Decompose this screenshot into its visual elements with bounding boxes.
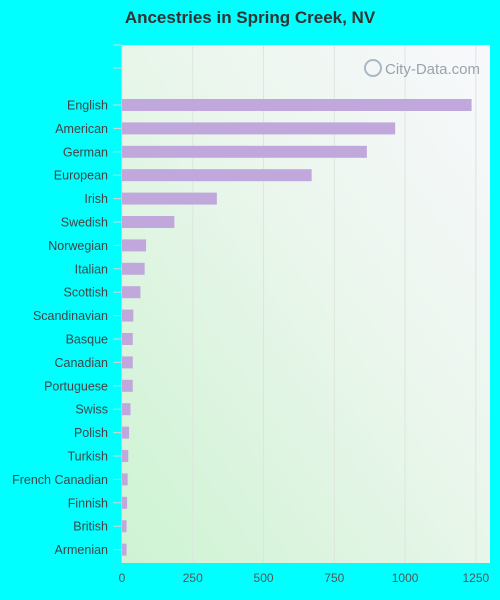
- bar: [122, 473, 128, 486]
- category-label: Portuguese: [44, 379, 108, 393]
- watermark: City-Data.com: [364, 59, 480, 78]
- category-label: Basque: [66, 333, 108, 347]
- bar: [122, 426, 130, 439]
- category-label: American: [55, 122, 108, 136]
- category-label: British: [73, 520, 108, 534]
- category-label: Turkish: [67, 450, 108, 464]
- chart-title: Ancestries in Spring Creek, NV: [124, 8, 376, 27]
- bar: [122, 145, 367, 158]
- category-label: English: [67, 99, 108, 113]
- bar: [122, 450, 129, 462]
- bar: [122, 216, 175, 228]
- category-label: Italian: [75, 262, 108, 276]
- bar: [122, 286, 141, 299]
- bar: [122, 356, 133, 369]
- bar: [122, 379, 133, 392]
- category-label: French Canadian: [12, 473, 108, 487]
- bar: [122, 192, 217, 205]
- x-tick-label: 750: [324, 571, 344, 585]
- bar: [122, 169, 312, 182]
- bar: [122, 403, 131, 416]
- category-label: Swiss: [75, 403, 108, 417]
- x-tick-label: 0: [119, 571, 126, 585]
- category-label: Swedish: [61, 216, 108, 230]
- bar: [122, 496, 128, 509]
- x-tick-label: 500: [254, 571, 274, 585]
- bar: [122, 543, 127, 556]
- watermark-logo-icon: [364, 59, 382, 77]
- bar: [122, 520, 127, 533]
- bar: [122, 122, 396, 135]
- category-label: Finnish: [68, 496, 108, 510]
- category-label: Polish: [74, 426, 108, 440]
- category-label: Canadian: [54, 356, 108, 370]
- bar: [122, 333, 133, 345]
- category-label: Scandinavian: [33, 309, 108, 323]
- category-label: European: [54, 169, 108, 183]
- x-axis-ticks: 0 250 500 750 1000 1250: [119, 571, 490, 585]
- x-tick-label: 1000: [392, 571, 419, 585]
- bar: [122, 99, 472, 111]
- category-label: Irish: [84, 192, 108, 206]
- category-label: Armenian: [55, 543, 109, 557]
- category-label: German: [63, 145, 108, 159]
- x-tick-label: 1250: [462, 571, 489, 585]
- bar: [122, 239, 147, 252]
- category-label: Norwegian: [48, 239, 108, 253]
- bars: [122, 99, 472, 556]
- category-label: Scottish: [64, 286, 109, 300]
- bar: [122, 309, 134, 322]
- bar: [122, 262, 145, 275]
- watermark-text: City-Data.com: [385, 61, 480, 78]
- x-tick-label: 250: [183, 571, 203, 585]
- category-labels: English American German European Irish Swedis…: [12, 44, 121, 557]
